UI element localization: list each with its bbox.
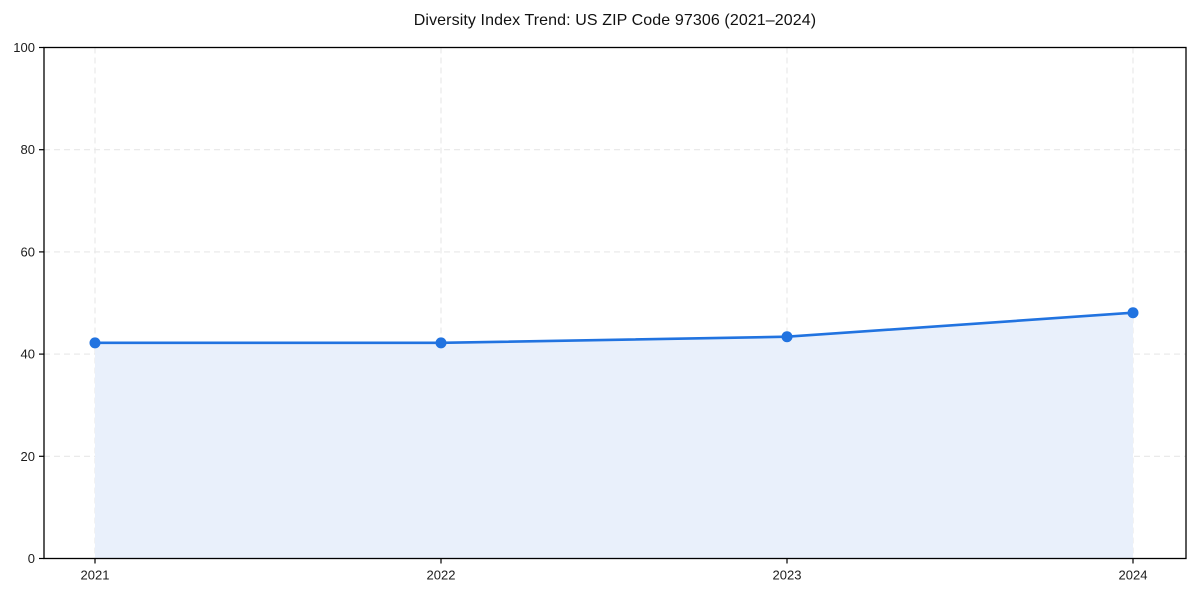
y-tick-label: 20 xyxy=(21,449,35,464)
data-point-marker xyxy=(435,337,447,349)
y-tick-label: 80 xyxy=(21,142,35,157)
x-tick-label: 2021 xyxy=(81,568,110,583)
x-tick-label: 2023 xyxy=(773,568,802,583)
data-point-marker xyxy=(1127,307,1139,319)
y-tick-label: 60 xyxy=(21,244,35,259)
y-tick-label: 40 xyxy=(21,347,35,362)
data-point-marker xyxy=(89,337,101,349)
y-tick-label: 100 xyxy=(13,40,35,55)
area-fill xyxy=(95,312,1133,559)
data-point-marker xyxy=(781,331,793,343)
x-tick-label: 2022 xyxy=(427,568,456,583)
x-tick-label: 2024 xyxy=(1119,568,1148,583)
y-tick-label: 0 xyxy=(28,551,35,566)
trend-line xyxy=(93,311,1135,345)
chart-title: Diversity Index Trend: US ZIP Code 97306… xyxy=(413,12,817,29)
plot-border xyxy=(43,46,1187,560)
